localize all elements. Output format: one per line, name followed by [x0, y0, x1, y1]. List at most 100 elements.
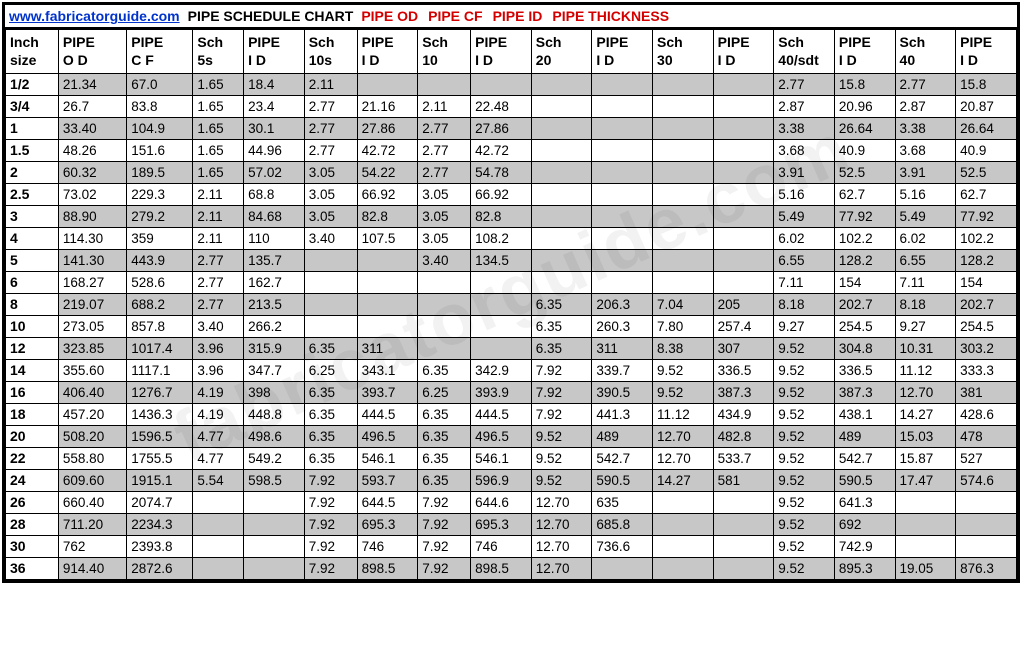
source-url[interactable]: www.fabricatorguide.com — [9, 8, 180, 24]
data-cell: 219.07 — [58, 294, 126, 316]
data-cell — [418, 74, 471, 96]
size-cell: 2.5 — [6, 184, 59, 206]
size-cell: 1.5 — [6, 140, 59, 162]
data-cell: 4.19 — [193, 404, 244, 426]
data-cell: 6.35 — [531, 316, 592, 338]
col-header-l1: Sch — [778, 34, 804, 50]
data-cell: 9.52 — [774, 448, 835, 470]
data-cell: 67.0 — [127, 74, 193, 96]
data-cell: 6.35 — [418, 404, 471, 426]
table-row: 3/426.783.81.6523.42.7721.162.1122.482.8… — [6, 96, 1017, 118]
data-cell — [531, 162, 592, 184]
data-cell: 110 — [244, 228, 305, 250]
size-cell: 36 — [6, 558, 59, 580]
data-cell: 6.02 — [895, 228, 956, 250]
data-cell: 11.12 — [895, 360, 956, 382]
data-cell: 2.87 — [895, 96, 956, 118]
data-cell: 393.9 — [471, 382, 532, 404]
size-cell: 2 — [6, 162, 59, 184]
title-seg-id: PIPE ID — [493, 8, 543, 24]
col-header-l1: PIPE — [131, 34, 163, 50]
data-cell: 387.3 — [834, 382, 895, 404]
data-cell: 273.05 — [58, 316, 126, 338]
data-cell — [418, 316, 471, 338]
col-header: PIPEI D — [357, 30, 418, 74]
data-cell: 1.65 — [193, 96, 244, 118]
data-cell: 151.6 — [127, 140, 193, 162]
data-cell: 73.02 — [58, 184, 126, 206]
data-cell: 257.4 — [713, 316, 774, 338]
data-cell: 2393.8 — [127, 536, 193, 558]
col-header-l2: size — [10, 52, 36, 68]
data-cell — [304, 250, 357, 272]
data-cell — [244, 492, 305, 514]
size-cell: 20 — [6, 426, 59, 448]
data-cell: 82.8 — [357, 206, 418, 228]
data-cell: 7.80 — [653, 316, 714, 338]
data-cell — [713, 162, 774, 184]
data-cell: 9.52 — [531, 426, 592, 448]
data-cell: 444.5 — [471, 404, 532, 426]
table-row: 1/221.3467.01.6518.42.112.7715.82.7715.8 — [6, 74, 1017, 96]
data-cell: 3.96 — [193, 360, 244, 382]
data-cell: 2.77 — [304, 96, 357, 118]
data-cell: 2.87 — [774, 96, 835, 118]
data-cell: 6.35 — [418, 426, 471, 448]
data-cell: 508.20 — [58, 426, 126, 448]
data-cell: 2.11 — [304, 74, 357, 96]
col-header-l1: Sch — [422, 34, 448, 50]
data-cell: 141.30 — [58, 250, 126, 272]
data-cell: 311 — [592, 338, 653, 360]
data-cell — [531, 250, 592, 272]
data-cell — [357, 250, 418, 272]
data-cell: 527 — [956, 448, 1017, 470]
data-cell: 6.35 — [304, 338, 357, 360]
table-row: 307622393.87.927467.9274612.70736.69.527… — [6, 536, 1017, 558]
data-cell: 15.8 — [956, 74, 1017, 96]
data-cell: 898.5 — [471, 558, 532, 580]
col-header-l2: I D — [362, 52, 380, 68]
data-cell — [895, 514, 956, 536]
data-cell: 12.70 — [653, 448, 714, 470]
col-header-l2: 5s — [197, 52, 213, 68]
data-cell — [592, 228, 653, 250]
data-cell: 54.78 — [471, 162, 532, 184]
data-cell: 7.92 — [531, 382, 592, 404]
size-cell: 1 — [6, 118, 59, 140]
col-header-l2: 10s — [309, 52, 332, 68]
data-cell — [895, 492, 956, 514]
data-cell — [653, 206, 714, 228]
data-cell — [592, 206, 653, 228]
data-cell: 2.77 — [418, 162, 471, 184]
data-cell: 311 — [357, 338, 418, 360]
data-cell: 12.70 — [531, 492, 592, 514]
data-cell: 441.3 — [592, 404, 653, 426]
table-row: 26660.402074.77.92644.57.92644.612.70635… — [6, 492, 1017, 514]
data-cell: 7.92 — [531, 404, 592, 426]
data-cell: 711.20 — [58, 514, 126, 536]
data-cell: 104.9 — [127, 118, 193, 140]
data-cell: 26.7 — [58, 96, 126, 118]
data-cell: 443.9 — [127, 250, 193, 272]
col-header-l1: PIPE — [960, 34, 992, 50]
table-row: 28711.202234.37.92695.37.92695.312.70685… — [6, 514, 1017, 536]
data-cell — [193, 514, 244, 536]
data-cell: 7.11 — [895, 272, 956, 294]
data-cell: 108.2 — [471, 228, 532, 250]
chart-wrapper: www.fabricatorguide.com PIPE SCHEDULE CH… — [2, 2, 1020, 583]
data-cell: 406.40 — [58, 382, 126, 404]
data-cell: 2.77 — [193, 272, 244, 294]
col-header-l2: C F — [131, 52, 154, 68]
data-cell — [592, 250, 653, 272]
data-cell: 1.65 — [193, 140, 244, 162]
data-cell: 5.16 — [774, 184, 835, 206]
data-cell: 444.5 — [357, 404, 418, 426]
data-cell: 9.52 — [531, 448, 592, 470]
data-cell — [713, 558, 774, 580]
data-cell: 2.77 — [304, 140, 357, 162]
data-cell — [713, 536, 774, 558]
data-cell: 3.05 — [418, 206, 471, 228]
data-cell: 5.49 — [774, 206, 835, 228]
data-cell — [653, 184, 714, 206]
data-cell: 3.05 — [418, 228, 471, 250]
